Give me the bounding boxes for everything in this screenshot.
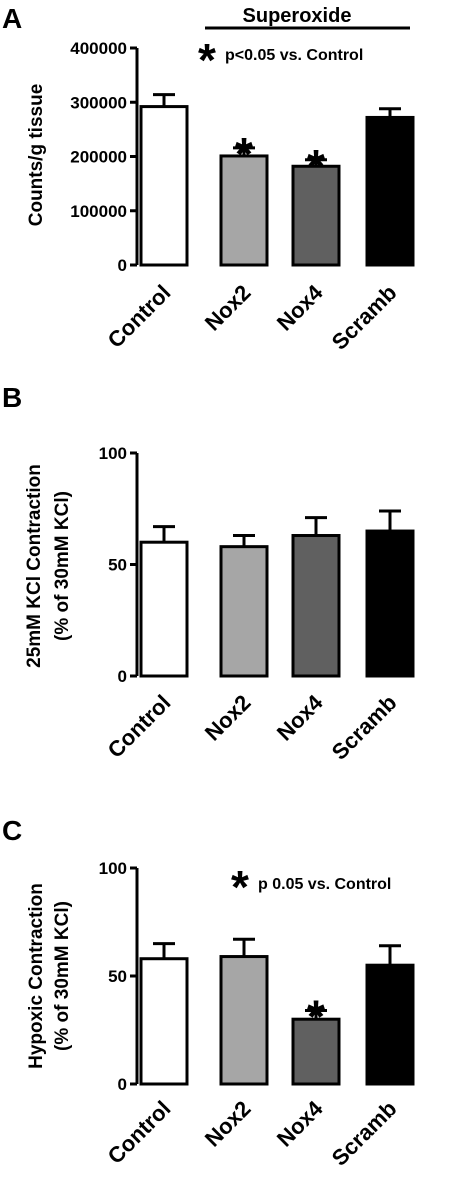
bar-nox4 xyxy=(291,164,341,267)
y-axis-subtitle: (% of 30mM KCl) xyxy=(52,901,73,1051)
bar-nox4 xyxy=(291,1017,341,1086)
legend-text: p<0.05 vs. Control xyxy=(225,47,363,64)
y-tick-label: 0 xyxy=(118,667,127,686)
y-tick-label: 0 xyxy=(118,256,127,275)
x-tick-label-scramb: Scramb xyxy=(327,690,402,765)
y-tick-label: 50 xyxy=(108,556,127,575)
bar-scramb xyxy=(365,963,415,1086)
bar-nox2 xyxy=(219,955,269,1086)
y-axis-title: 25mM KCl Contraction xyxy=(24,464,45,668)
bar-control xyxy=(139,105,189,267)
y-axis-subtitle: (% of 30mM KCl) xyxy=(52,491,73,641)
y-tick-label: 200000 xyxy=(70,148,127,167)
chart-panel-b: B 0 50 100 25mM KCl Contraction (% of 30mM KC… xyxy=(2,382,415,765)
x-tick-label-nox2: Nox2 xyxy=(200,690,256,746)
y-tick-label: 100000 xyxy=(70,202,127,221)
y-axis-title: Hypoxic Contraction xyxy=(26,883,47,1069)
bar-scramb xyxy=(365,115,415,267)
bar-control xyxy=(139,540,189,678)
x-tick-label-nox2: Nox2 xyxy=(200,1096,256,1152)
x-tick-label-nox4: Nox4 xyxy=(272,689,328,745)
x-tick-label-scramb: Scramb xyxy=(327,1096,402,1171)
x-tick-label-scramb: Scramb xyxy=(327,280,402,355)
bar-control xyxy=(139,957,189,1086)
y-axis-title: Counts/g tissue xyxy=(26,84,47,227)
y-tick-label: 50 xyxy=(108,967,127,986)
legend-star: * xyxy=(198,34,216,86)
significance-star: * xyxy=(307,140,325,192)
x-tick-label-control: Control xyxy=(103,280,176,353)
x-tick-label-control: Control xyxy=(103,1096,176,1169)
x-tick-label-nox2: Nox2 xyxy=(200,280,256,336)
panel-letter: B xyxy=(2,382,22,413)
bar-scramb xyxy=(365,529,415,678)
bar-nox2 xyxy=(219,154,269,267)
x-tick-label-nox4: Nox4 xyxy=(272,279,328,335)
legend-text: p 0.05 vs. Control xyxy=(258,876,391,893)
y-tick-label: 300000 xyxy=(70,93,127,112)
bar-nox2 xyxy=(219,545,269,678)
y-tick-label: 100 xyxy=(99,859,127,878)
x-tick-label-control: Control xyxy=(103,690,176,763)
legend-star: * xyxy=(231,861,249,913)
y-tick-label: 0 xyxy=(118,1075,127,1094)
bar-nox4 xyxy=(291,534,341,678)
y-tick-label: 400000 xyxy=(70,39,127,58)
x-tick-label-nox4: Nox4 xyxy=(272,1095,328,1151)
y-tick-label: 100 xyxy=(99,444,127,463)
chart-panel-a: A 0 100000 200000 300000 400000 Counts/g tissu… xyxy=(2,3,415,355)
panel-letter: C xyxy=(2,815,22,846)
panel-letter: A xyxy=(2,3,22,34)
chart-panel-c: C 0 50 100 Hypoxic Contraction (% of 30mM KCl… xyxy=(2,815,415,1171)
chart-title: Superoxide xyxy=(243,5,352,27)
significance-star: * xyxy=(307,991,325,1043)
significance-star: * xyxy=(235,128,253,180)
